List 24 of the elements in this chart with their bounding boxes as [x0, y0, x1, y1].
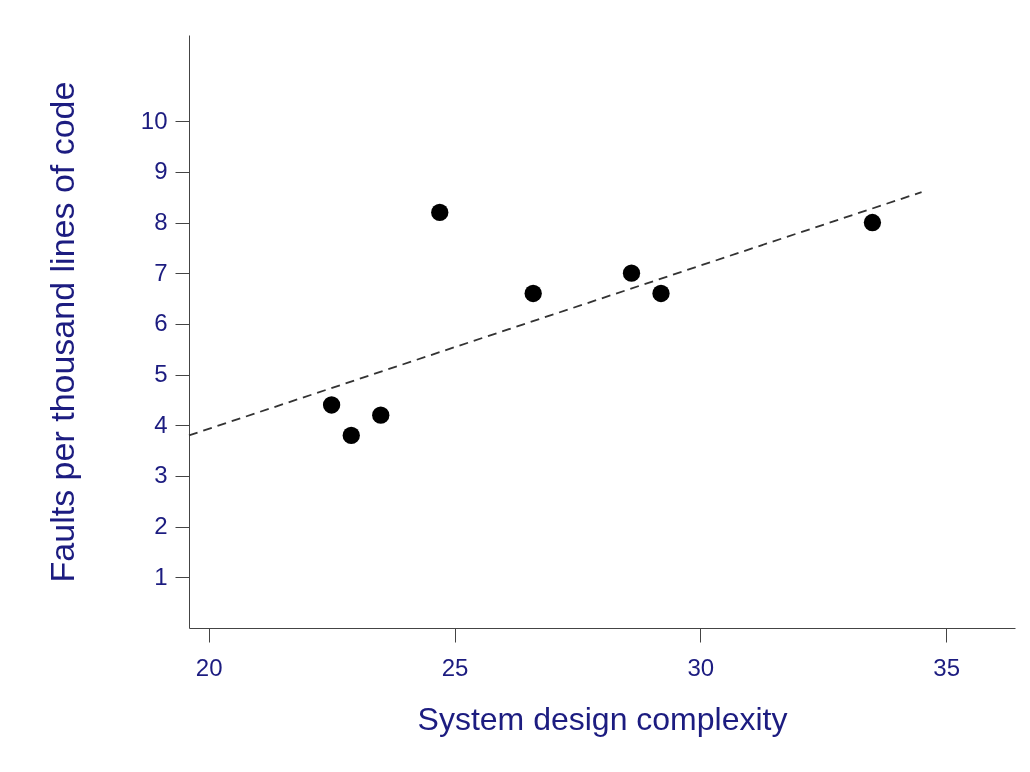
y-tick-label: 7 — [154, 258, 168, 286]
y-tick-label: 4 — [154, 410, 168, 438]
point — [322, 396, 341, 414]
x-tick-label: 30 — [687, 653, 715, 681]
point — [863, 213, 882, 232]
y-tick-label: 8 — [154, 208, 168, 236]
y-tick-label: 6 — [154, 309, 168, 337]
point — [431, 203, 449, 222]
y-tick-label: 10 — [140, 106, 168, 134]
point — [652, 284, 670, 303]
y-tick-label: 9 — [154, 157, 168, 185]
point — [524, 284, 542, 303]
point — [622, 264, 641, 282]
x-tick-label: 25 — [441, 653, 469, 681]
y-tick-label: 3 — [154, 461, 168, 489]
x-tick-label: 20 — [195, 653, 223, 681]
x-tick-label: 35 — [933, 653, 961, 681]
y-tick-label: 5 — [154, 360, 168, 388]
y-axis-title: Faults per thousand lines of code — [42, 81, 81, 583]
point — [342, 426, 360, 445]
y-tick-label: 1 — [154, 562, 168, 590]
y-tick-label: 2 — [154, 512, 168, 540]
x-axis-title: System design complexity — [417, 700, 788, 737]
point — [372, 406, 390, 424]
